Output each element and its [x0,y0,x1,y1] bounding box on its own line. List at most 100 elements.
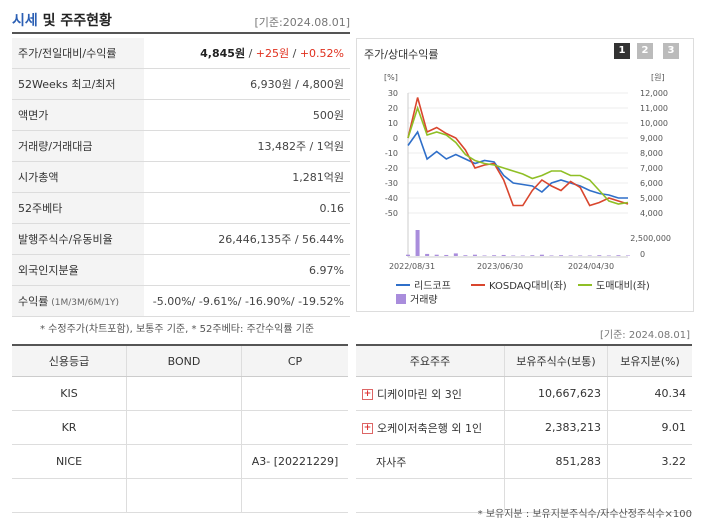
volume-tick: 0 [640,250,645,259]
label-52w: 52Weeks 최고/최저 [12,68,144,100]
table-row: 주가/전일대비/수익률 4,845원 / +25원 / +0.52% [12,38,350,69]
expand-icon[interactable]: + [362,389,373,400]
col-header: BOND [126,344,242,377]
shareholder-table: 주요주주 보유주식수(보통) 보유지분(%) + 디케이마린 외 3인 10,66… [356,344,692,513]
credit-rating-table: 신용등급 BOND CP KIS KR NICE A3- [20221229] [12,344,348,513]
y-left-tick: -20 [385,164,398,173]
y-left-tick: 10 [388,119,398,128]
volume-bar [626,255,630,256]
volume-bar [549,255,554,256]
divider [12,32,350,34]
x-tick-label: 2024/04/30 [568,262,614,271]
label-foreign: 외국인지분율 [12,254,144,286]
legend-label: 거래량 [410,294,438,306]
volume-bar [444,254,449,256]
chart-panel [356,38,694,312]
col-header: 주요주주 [356,344,505,377]
y-right-tick: 9,000 [640,134,663,143]
table-row: 발행주식수/유동비율 26,446,135주 / 56.44% [12,223,350,255]
chart-grid [407,92,628,258]
volume-bar [453,253,458,256]
chart-title: 주가/상대수익률 [364,48,439,61]
table-row: 52주베타 0.16 [12,192,350,224]
volume-bar [511,255,516,256]
y-right-tick: 12,000 [640,89,668,98]
label-price: 주가/전일대비/수익률 [12,38,144,69]
label-marketcap: 시가총액 [12,161,144,193]
change-value: +25원 [255,47,290,60]
legend-swatch [396,294,406,304]
volume-bar [587,255,592,256]
value-shares: 26,446,135주 / 56.44% [144,223,350,255]
y-left-axis: 30 20 10 0 -10 -20 -30 -40 -50 [385,89,398,218]
y-right-tick: 10,000 [640,119,668,128]
label-shares: 발행주식수/유동비율 [12,223,144,255]
value-marketcap: 1,281억원 [144,161,350,193]
volume-bar [501,254,506,256]
y-right-tick: 5,000 [640,194,663,203]
footnote-shareholder: * 보유지분 : 보유지분주식수/자수산정주식수×100 [477,509,692,520]
y-right-unit: [원] [651,73,665,82]
table-row: 52Weeks 최고/최저 6,930원 / 4,800원 [12,68,350,100]
volume-bar [578,255,583,256]
y-right-tick: 4,000 [640,209,663,218]
y-right-tick: 8,000 [640,149,663,158]
x-tick-label: 2023/06/30 [477,262,523,271]
legend-label: 도매대비(좌) [596,280,650,292]
section-title: 시세 및 주주현황 [12,13,112,29]
table-row: KR [12,410,348,445]
y-left-tick: -50 [385,209,398,218]
value-return: -5.00%/ -9.61%/ -16.90%/ -19.52% [144,285,350,317]
series-line [407,105,629,205]
period-button-3[interactable]: 3 [663,43,679,59]
table-row: 거래량/거래대금 13,482주 / 1억원 [12,130,350,162]
volume-bar [520,255,525,256]
table-row: + 디케이마린 외 3인 10,667,623 40.34 [356,376,692,411]
value-beta: 0.16 [144,192,350,224]
value-foreign: 6.97% [144,254,350,286]
table-row: 액면가 500원 [12,99,350,131]
col-header: CP [241,344,348,377]
volume-bar [606,255,611,256]
volume-bar [472,254,477,256]
label-return: 수익률 (1M/3M/6M/1Y) [12,285,144,317]
y-left-tick: -40 [385,194,398,203]
volume-bar [463,255,468,256]
period-button-1[interactable]: 1 [614,43,630,59]
price-value: 4,845원 [200,47,246,60]
series-lines [407,97,629,207]
series-line [407,130,628,199]
x-tick-label: 2022/08/31 [389,262,435,271]
table-row: KIS [12,376,348,411]
price-info-table: 주가/전일대비/수익률 4,845원 / +25원 / +0.52% 52Wee… [12,38,350,317]
y-left-tick: 20 [388,104,398,113]
table-row: 자사주 851,283 3.22 [356,444,692,479]
volume-bar [434,254,439,256]
volume-bar [568,255,573,256]
legend-label: 리드코프 [414,280,451,292]
table-row [356,478,692,513]
volume-bar [530,255,535,256]
y-left-tick: 0 [393,134,398,143]
change-rate: +0.52% [299,47,344,60]
y-right-tick: 7,000 [640,164,663,173]
shareholder-name: 자사주 [356,444,505,479]
table-row: + 오케이저축은행 외 1인 2,383,213 9.01 [356,410,692,445]
col-header: 신용등급 [12,344,127,377]
base-date-2: [기준: 2024.08.01] [599,330,690,341]
shareholder-name[interactable]: 디케이마린 외 3인 [377,387,462,401]
series-line [407,97,629,207]
col-header: 보유주식수(보통) [504,344,608,377]
period-button-2[interactable]: 2 [637,43,653,59]
y-right-axis: 12,000 11,000 10,000 9,000 8,000 7,000 6,000 5,… [640,89,668,218]
table-header-row: 신용등급 BOND CP [12,344,348,377]
footnote-price: * 수정주가(차트포함), 보통주 기준, * 52주베타: 주간수익률 기준 [40,324,315,335]
shareholder-name[interactable]: 오케이저축은행 외 1인 [377,421,483,435]
label-volume: 거래량/거래대금 [12,130,144,162]
table-row: 수익률 (1M/3M/6M/1Y) -5.00%/ -9.61%/ -16.90%… [12,285,350,317]
volume-tick: 2,500,000 [630,234,671,243]
expand-icon[interactable]: + [362,423,373,434]
value-volume: 13,482주 / 1억원 [144,130,350,162]
volume-bar [415,230,420,256]
label-par: 액면가 [12,99,144,131]
